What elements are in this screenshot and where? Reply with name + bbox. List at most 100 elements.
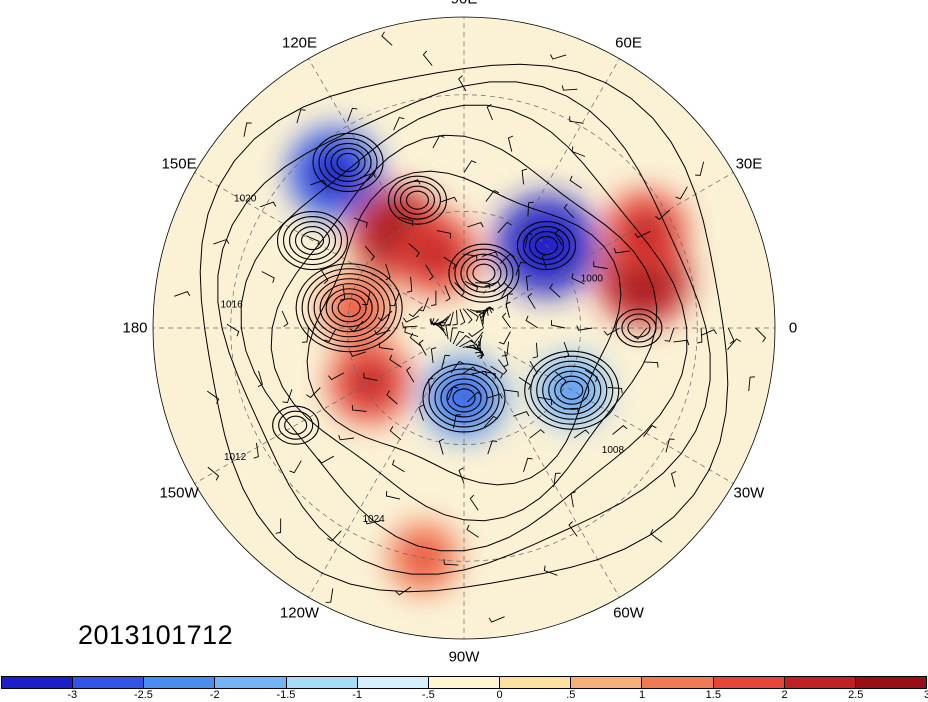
meridian-line [483,58,620,295]
isobar-ring [324,142,372,182]
meridian-line [497,347,734,484]
wind-barb [339,284,346,301]
wind-barb [425,264,434,281]
wind-barb [347,107,358,122]
wind-barb [418,339,427,356]
wind-barb [213,238,230,245]
wind-barb [696,327,703,344]
wind-barb [475,282,491,289]
colorbar-tick-label: -3 [67,689,78,701]
meridian-line [308,361,445,598]
wind-barb [386,390,398,405]
wind-barb [748,376,756,392]
wind-barb [406,276,413,293]
isobar-ring [548,370,596,410]
wind-barb [207,390,220,404]
wind-barb [430,290,437,307]
isobar-ring [276,210,349,271]
wind-barb [389,292,400,307]
isobar-ring [300,230,325,251]
wind-barb [458,75,467,92]
wind-barb [428,377,434,394]
wind-barb [501,341,510,357]
meridian-line [194,172,431,309]
wind-barb [325,588,334,603]
wind-barb [570,491,576,508]
longitude-label: 180 [122,319,148,337]
wind-barb [483,415,498,428]
wind-barb [469,346,484,358]
wind-barb [385,263,391,281]
colorbar-tick-label: 2 [781,689,788,701]
parallel-line [347,211,581,445]
wind-barb [485,189,500,202]
wind-barb [381,31,393,46]
wind-barb [452,330,465,345]
colorbar-segment [713,677,785,688]
wind-barb [359,172,376,179]
colorbar-tick-labels: -3 -2.5 -2 -1.5 -1 -.5 0 .5 1 1.5 2 2.5 3 [0,689,928,702]
wind-barb [243,122,252,137]
wind-barb [550,54,567,60]
wind-barb [452,414,462,429]
wind-barb [670,471,677,488]
colorbar-segment [215,677,287,688]
longitude-label: 0 [788,319,798,337]
wind-barb [550,320,566,329]
wind-barb [391,459,405,473]
wind-barb [282,389,293,404]
wind-barb [281,310,289,327]
colorbar-segment [784,677,856,688]
isobar-ring [466,258,502,288]
wind-barb [507,135,514,152]
parallel-line [230,94,698,562]
longitude-label: 150W [159,484,199,501]
isobar-ring [393,180,442,220]
wind-barb [318,455,335,464]
colorbar-segment [73,677,145,688]
isobar-ring [282,215,343,266]
isobar-ring [331,293,367,323]
isobar-label: 1000 [581,273,604,284]
longitude-label: 150E [161,155,197,172]
wind-barb [549,283,561,298]
isobar-ring [454,248,514,298]
wind-barb [401,322,418,328]
isobar-ring [288,220,337,261]
longitude-label: 120W [279,604,320,622]
wind-barb [374,329,391,336]
wind-barb [443,559,459,566]
wind-barb [289,460,302,474]
wind-barb [385,490,401,500]
isobar-ring [295,263,403,353]
colorbar-tick-label: 1.5 [705,689,721,701]
wind-barb [260,201,277,208]
wind-barb [466,308,479,322]
wind-barb [261,271,275,283]
wind-barb [541,253,548,270]
wind-barb [296,109,306,124]
wind-barb [418,404,424,421]
isobar-ring [422,363,506,433]
wind-barb [612,425,628,435]
wind-barb [434,318,446,334]
wind-barb [430,347,437,364]
wind-barb [569,116,584,124]
isobar-ring [307,273,391,343]
wind-barb [377,310,393,322]
wind-barb [324,328,337,342]
wind-barb [467,391,482,403]
wind-barb [349,320,364,333]
isobar-ring [542,365,602,415]
isobar-labels: 1012 1016 1020 1024 1000 1008 [221,194,625,525]
wind-barb [695,161,705,176]
wind-barb [455,335,471,347]
wind-barb [319,268,329,285]
colorbar-segment [642,677,714,688]
colorbar-segment [2,677,74,688]
wind-barb [603,327,620,336]
isobar-ring [536,360,608,420]
isobar-ring [284,415,308,435]
wind-barb [306,387,321,399]
wind-barb [327,530,342,542]
